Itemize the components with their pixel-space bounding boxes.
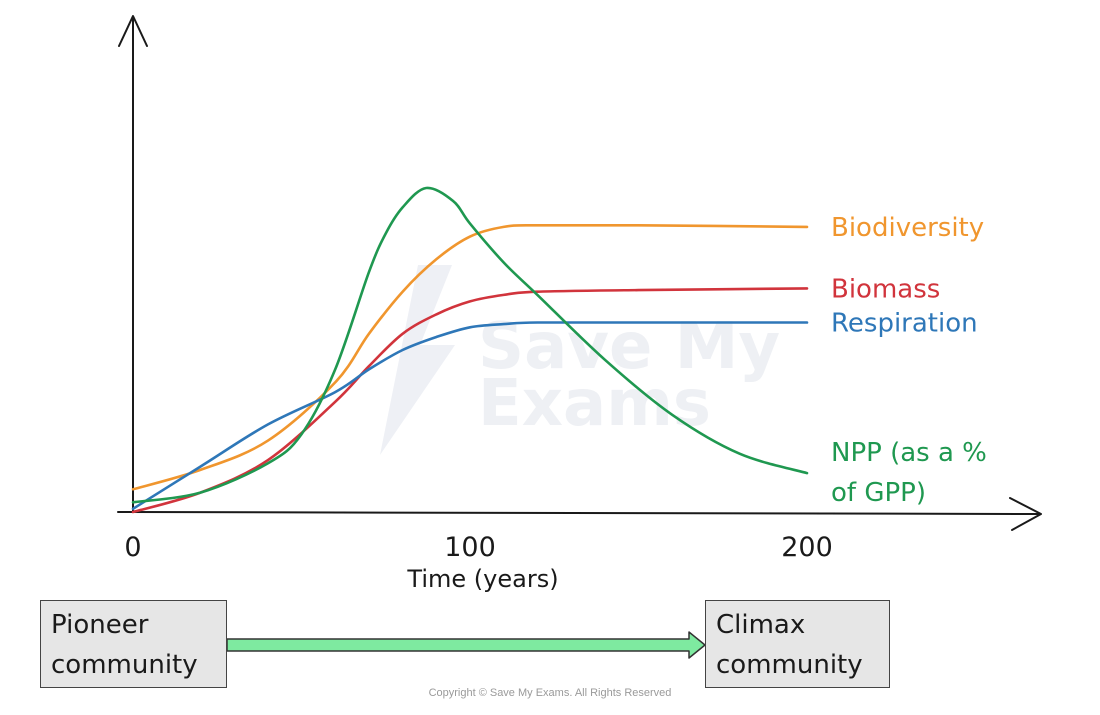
series-labels: Biodiversity Biomass Respiration NPP (as a … — [831, 213, 987, 508]
x-tick-label: 200 — [781, 532, 833, 563]
series-label-biodiversity: Biodiversity — [831, 213, 984, 243]
x-tick-label: 100 — [444, 532, 496, 563]
copyright-notice: Copyright © Save My Exams. All Rights Re… — [428, 687, 672, 699]
series-line-biomass — [131, 287, 809, 514]
x-axis-arrowhead — [1009, 497, 1042, 531]
axes — [117, 15, 1042, 531]
series-line-respiration — [131, 321, 809, 511]
series-lines — [131, 186, 809, 514]
series-label-respiration: Respiration — [831, 308, 978, 338]
pioneer-community-box: Pioneer community — [40, 600, 227, 688]
watermark: Save My Exams — [380, 265, 780, 455]
succession-arrow — [226, 631, 706, 659]
pioneer-label-line2: community — [51, 650, 198, 680]
series-label-biomass: Biomass — [831, 274, 940, 304]
y-axis-arrowhead — [118, 15, 148, 47]
climax-community-box: Climax community — [705, 600, 890, 688]
watermark-line2: Exams — [478, 367, 711, 441]
series-line-biodiversity — [131, 223, 809, 491]
x-tick-label: 0 — [124, 532, 141, 563]
x-axis — [117, 511, 1041, 515]
series-line-npp-as-a-of-gpp — [131, 186, 809, 504]
climax-label-line2: community — [716, 650, 863, 680]
pioneer-label-line1: Pioneer — [51, 610, 149, 640]
pioneer-to-climax-arrow — [226, 631, 706, 659]
x-tick-labels: 0 100 200 — [124, 532, 832, 563]
watermark-logo-icon — [380, 265, 455, 455]
series-label-npp-as-a-of-gpp: NPP (as a % of GPP) — [831, 438, 987, 508]
climax-label-line1: Climax — [716, 610, 806, 640]
x-axis-title: Time (years) — [406, 565, 558, 593]
